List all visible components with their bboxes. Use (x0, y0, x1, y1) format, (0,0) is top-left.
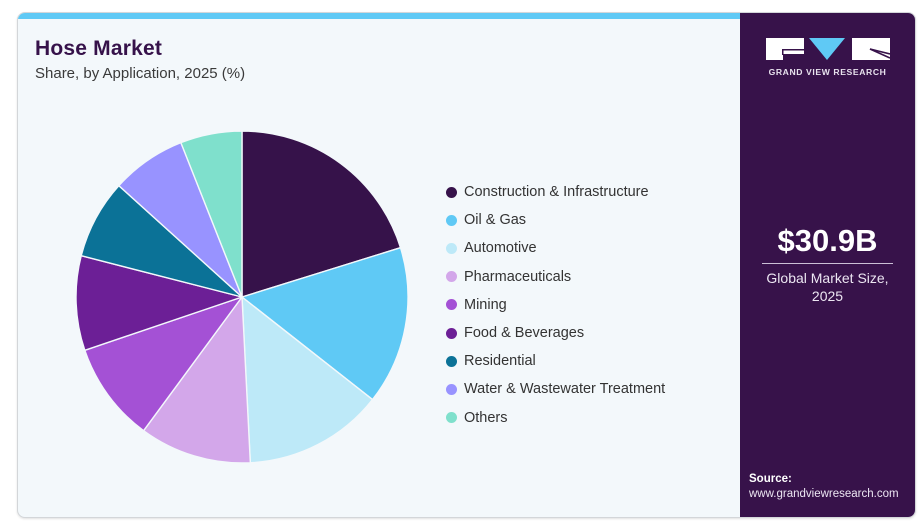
pie-slice-automotive (241, 296, 374, 464)
legend-label: Mining (464, 296, 507, 313)
legend-label: Automotive (464, 240, 537, 257)
legend-label: Food & Beverages (464, 325, 585, 342)
pie-slice-others (180, 130, 243, 298)
legend-item-mining: Mining (446, 291, 665, 319)
legend-swatch-icon (446, 299, 457, 311)
logo-r-mark (852, 38, 890, 60)
chart-card: Hose Market Share, by Application, 2025 … (17, 12, 916, 518)
legend-item-oil-and-gas: Oil & Gas (446, 206, 665, 234)
legend-swatch-icon (446, 327, 457, 339)
logo-g-mark (766, 38, 804, 60)
legend-item-others: Others (446, 404, 665, 432)
legend-swatch-icon (446, 383, 457, 395)
accent-strip (18, 13, 740, 19)
market-size-value: $30.9B (777, 223, 878, 258)
pie-slice-construction-and-infrastructure (241, 130, 402, 298)
pie-slice-food-and-beverages (75, 255, 243, 351)
source-label: Source: (749, 473, 792, 485)
legend-label: Oil & Gas (464, 212, 527, 229)
source-link[interactable]: www.grandviewresearch.com (749, 488, 899, 500)
legend-label: Others (464, 409, 508, 426)
summary-panel: GRAND VIEW RESEARCH $30.9B Global Market… (740, 13, 915, 517)
pie-slice-pharmaceuticals (142, 296, 252, 464)
market-size-label-line1: Global Market Size, (766, 270, 889, 286)
legend-swatch-icon (446, 271, 457, 283)
legend: Construction & Infrastructure Oil & Gas Au… (446, 178, 665, 432)
legend-swatch-icon (446, 186, 457, 198)
legend-label: Water & Wastewater Treatment (464, 381, 666, 398)
legend-item-residential: Residential (446, 347, 665, 375)
market-size-label: Global Market Size, 2025 (740, 269, 915, 305)
legend-label: Construction & Infrastructure (464, 184, 649, 201)
chart-subtitle: Share, by Application, 2025 (%) (35, 65, 246, 82)
summary-divider (762, 263, 893, 264)
legend-item-water-and-wastewater-treatment: Water & Wastewater Treatment (446, 375, 665, 403)
legend-item-automotive: Automotive (446, 234, 665, 262)
legend-label: Residential (464, 353, 536, 370)
legend-swatch-icon (446, 242, 457, 254)
legend-swatch-icon (446, 355, 457, 367)
pie-slice-oil-and-gas (241, 246, 409, 401)
legend-item-construction-and-infrastructure: Construction & Infrastructure (446, 178, 665, 206)
legend-swatch-icon (446, 214, 457, 226)
legend-item-pharmaceuticals: Pharmaceuticals (446, 263, 665, 291)
chart-title: Hose Market (35, 37, 163, 60)
legend-item-food-and-beverages: Food & Beverages (446, 319, 665, 347)
legend-label: Pharmaceuticals (464, 268, 572, 285)
legend-swatch-icon (446, 412, 457, 424)
pie-chart (75, 130, 409, 464)
pie-slice-mining (84, 296, 243, 432)
brand-name: GRAND VIEW RESEARCH (768, 67, 887, 77)
grand-view-research-logo (766, 38, 890, 60)
market-size-label-line2: 2025 (811, 288, 844, 304)
logo-v-mark (809, 38, 845, 60)
